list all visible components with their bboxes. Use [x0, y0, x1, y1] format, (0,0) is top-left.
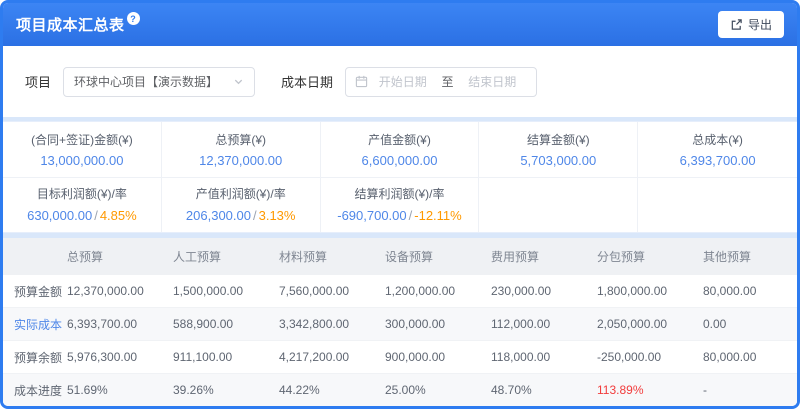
summary-row-1: (合同+签证)金额(¥) 13,000,000.00 总预算(¥) 12,370… — [3, 122, 797, 177]
table-cell: 5,976,300.00 — [67, 350, 138, 364]
summary-card-settlement-amount: 结算金额(¥) 5,703,000.00 — [479, 122, 639, 177]
summary-value: 5,703,000.00 — [520, 153, 597, 168]
summary-label: 目标利润额(¥)/率 — [36, 187, 127, 201]
table-header-equipment-budget: 设备预算 — [385, 250, 434, 264]
budget-table: 总预算 人工预算 材料预算 设备预算 费用预算 分包预算 其他预算 预算金额 1… — [3, 238, 797, 406]
summary-card-contract-amount: (合同+签证)金额(¥) 13,000,000.00 — [3, 122, 162, 177]
table-cell: 6,393,700.00 — [67, 317, 138, 331]
summary-card-total-cost: 总成本(¥) 6,393,700.00 — [638, 122, 797, 177]
summary-rate: 4.85% — [99, 208, 137, 223]
table-header-subcontract-budget: 分包预算 — [597, 250, 646, 264]
table-cell: 3,342,800.00 — [279, 317, 350, 331]
project-select-value: 环球中心项目【演示数据】 — [74, 75, 219, 89]
summary-card-target-profit: 目标利润额(¥)/率 630,000.00/4.85% — [3, 177, 162, 232]
table-row-cost-progress: 成本进度 51.69% 39.26% 44.22% 25.00% 48.70% … — [3, 374, 797, 406]
table-cell: -250,000.00 — [597, 350, 662, 364]
table-cell: 7,560,000.00 — [279, 284, 350, 298]
table-cell: 300,000.00 — [385, 317, 446, 331]
table-cell: 588,900.00 — [173, 317, 234, 331]
summary-panel: (合同+签证)金额(¥) 13,000,000.00 总预算(¥) 12,370… — [3, 121, 797, 233]
calendar-icon — [355, 75, 368, 88]
summary-rate: 3.13% — [258, 208, 296, 223]
table-row-actual-cost: 实际成本 6,393,700.00 588,900.00 3,342,800.0… — [3, 308, 797, 341]
summary-card-output-amount: 产值金额(¥) 6,600,000.00 — [321, 122, 480, 177]
cost-date-filter-label: 成本日期 — [281, 75, 334, 90]
table-header-other-budget: 其他预算 — [703, 250, 752, 264]
summary-card-total-budget: 总预算(¥) 12,370,000.00 — [162, 122, 321, 177]
actual-cost-link[interactable]: 实际成本 — [14, 317, 63, 332]
date-range-separator: 至 — [441, 75, 454, 89]
table-cell: 0.00 — [703, 317, 727, 331]
table-row-budget-amount: 预算金额 12,370,000.00 1,500,000.00 7,560,00… — [3, 275, 797, 308]
summary-label: 总预算(¥) — [215, 133, 267, 147]
summary-value: 6,393,700.00 — [679, 153, 756, 168]
rate-separator: / — [252, 208, 257, 223]
titlebar: 项目成本汇总表 ? 导出 — [3, 3, 797, 46]
project-select[interactable]: 环球中心项目【演示数据】 — [63, 66, 256, 97]
summary-label: 产值利润额(¥)/率 — [195, 187, 286, 201]
summary-rate: -12.11% — [414, 208, 462, 223]
table-cell: 80,000.00 — [703, 284, 757, 298]
summary-card-output-profit: 产值利润额(¥)/率 206,300.00/3.13% — [161, 177, 321, 232]
row-label: 预算金额 — [14, 284, 63, 299]
page-title: 项目成本汇总表 — [16, 17, 125, 34]
summary-label: (合同+签证)金额(¥) — [31, 133, 133, 147]
summary-value: 6,600,000.00 — [361, 153, 438, 168]
table-header-expense-budget: 费用预算 — [491, 250, 540, 264]
table-cell: 80,000.00 — [703, 350, 757, 364]
summary-label: 总成本(¥) — [692, 133, 743, 147]
table-cell: 44.22% — [279, 383, 320, 397]
table-cell: 118,000.00 — [491, 350, 551, 364]
summary-value: 12,370,000.00 — [199, 153, 283, 168]
table-row-budget-balance: 预算余额 5,976,300.00 911,100.00 4,217,200.0… — [3, 341, 797, 374]
summary-value: 206,300.00 — [185, 208, 251, 223]
table-cell: 911,100.00 — [173, 350, 233, 364]
export-button[interactable]: 导出 — [717, 11, 784, 38]
cost-date-range-input[interactable]: 开始日期 至 结束日期 — [345, 66, 538, 97]
row-label: 成本进度 — [14, 383, 63, 398]
summary-row-2: 目标利润额(¥)/率 630,000.00/4.85% 产值利润额(¥)/率 2… — [3, 177, 797, 232]
table-cell-over-budget: 113.89% — [597, 383, 644, 397]
table-cell: 900,000.00 — [385, 350, 446, 364]
rate-separator: / — [408, 208, 413, 223]
table-header-labor-budget: 人工预算 — [173, 250, 222, 264]
table-header-material-budget: 材料预算 — [279, 250, 328, 264]
row-label: 预算余额 — [14, 350, 63, 365]
summary-label: 产值金额(¥) — [368, 133, 431, 147]
summary-card-settlement-profit: 结算利润额(¥)/率 -690,700.00/-12.11% — [320, 177, 480, 232]
table-cell: 2,050,000.00 — [597, 317, 668, 331]
table-cell: 112,000.00 — [491, 317, 551, 331]
rate-separator: / — [94, 208, 98, 223]
table-cell: 25.00% — [385, 383, 426, 397]
table-cell: 4,217,200.00 — [279, 350, 350, 364]
summary-card-empty — [479, 177, 639, 232]
table-cell: 48.70% — [491, 383, 532, 397]
table-cell: 1,200,000.00 — [385, 284, 456, 298]
table-cell: - — [703, 383, 707, 397]
table-cell: 51.69% — [67, 383, 108, 397]
export-icon — [730, 18, 743, 31]
date-start-input[interactable]: 开始日期 — [378, 75, 427, 89]
table-cell: 1,800,000.00 — [597, 284, 668, 298]
table-header-total-budget: 总预算 — [67, 250, 104, 264]
export-button-label: 导出 — [747, 18, 772, 32]
table-cell: 1,500,000.00 — [173, 284, 244, 298]
table-cell: 39.26% — [173, 383, 214, 397]
chevron-down-icon — [233, 76, 244, 87]
summary-label: 结算利润额(¥)/率 — [354, 187, 445, 201]
summary-value: 630,000.00 — [27, 208, 93, 223]
summary-label: 结算金额(¥) — [526, 133, 590, 147]
summary-value: -690,700.00 — [337, 208, 407, 223]
table-cell: 230,000.00 — [491, 284, 552, 298]
summary-card-empty — [638, 177, 797, 232]
date-end-input[interactable]: 结束日期 — [468, 75, 517, 89]
help-icon[interactable]: ? — [126, 12, 140, 25]
table-cell: 12,370,000.00 — [67, 284, 144, 298]
table-header-row: 总预算 人工预算 材料预算 设备预算 费用预算 分包预算 其他预算 — [3, 238, 797, 275]
summary-value: 13,000,000.00 — [40, 153, 124, 168]
filter-bar: 项目 环球中心项目【演示数据】 成本日期 开始日期 至 结束日期 — [3, 46, 797, 117]
project-filter-label: 项目 — [25, 75, 52, 90]
